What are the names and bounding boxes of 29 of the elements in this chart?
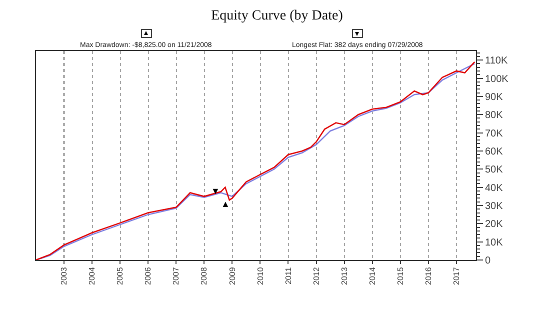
- y-tick-label: 70K: [485, 128, 504, 140]
- y-tick-label: 80K: [485, 110, 504, 122]
- chart-title: Equity Curve (by Date): [211, 8, 344, 24]
- x-tick-label: 2009: [228, 266, 237, 285]
- y-tick-label: 50K: [485, 164, 504, 176]
- x-tick-label: 2010: [256, 266, 265, 285]
- x-tick-label: 2006: [144, 266, 153, 285]
- x-tick-label: 2008: [200, 266, 209, 285]
- x-tick-label: 2013: [340, 266, 349, 285]
- x-tick-label: 2004: [88, 266, 97, 285]
- y-tick-label: 10K: [485, 237, 504, 248]
- x-tick-label: 2016: [424, 266, 433, 285]
- x-tick-label: 2011: [284, 266, 293, 284]
- x-tick-label: 2003: [60, 266, 69, 285]
- annotation: ▲: [221, 197, 230, 210]
- y-tick-label: 110K: [485, 56, 508, 67]
- y-tick-label: 40K: [485, 182, 504, 194]
- x-tick-label: 2005: [116, 266, 125, 285]
- y-tick-label: 90K: [485, 92, 504, 103]
- x-tick-label: 2007: [172, 266, 181, 285]
- x-tick-label: 2014: [368, 266, 377, 285]
- y-tick-label: 20K: [485, 219, 504, 230]
- x-tick-label: 2012: [312, 266, 321, 285]
- y-tick-label: 0: [485, 256, 491, 266]
- x-tick-label: 2015: [396, 266, 405, 285]
- y-tick-label: 60K: [485, 146, 504, 158]
- y-tick-label: 100K: [485, 74, 509, 85]
- y-tick-label: 30K: [485, 200, 504, 212]
- x-tick-label: 2017: [452, 266, 461, 285]
